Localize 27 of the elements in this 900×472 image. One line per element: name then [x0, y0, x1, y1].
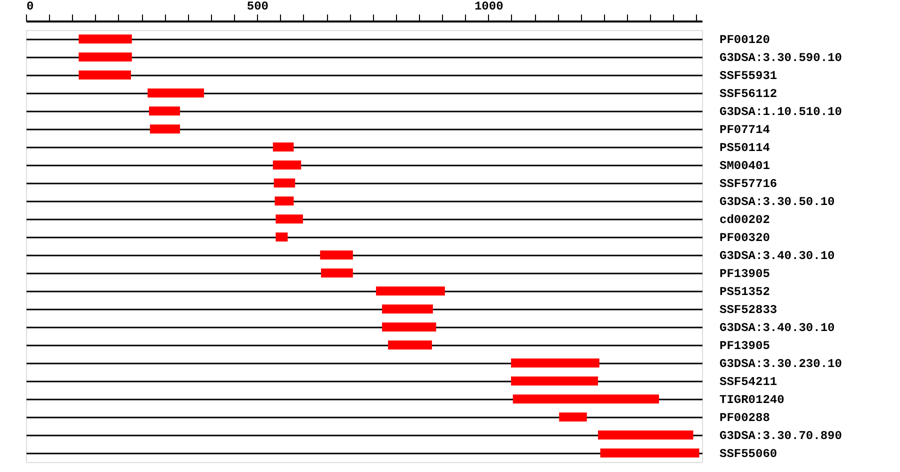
y-tick-label: SSF55060 [720, 447, 778, 461]
y-tick-label: PF00288 [720, 411, 770, 425]
y-tick-label: G3DSA:3.30.590.10 [720, 51, 842, 65]
y-tick-label: G3DSA:1.10.510.10 [720, 105, 842, 119]
y-tick-label: G3DSA:3.40.30.10 [720, 321, 835, 335]
y-tick-label: SSF57716 [720, 177, 778, 191]
y-tick-label: cd00202 [720, 213, 770, 227]
y-tick-label: SSF52833 [720, 303, 778, 317]
x-tick-label: 500 [246, 0, 268, 14]
y-tick-label: PF00120 [720, 33, 770, 47]
y-tick-label: PF07714 [720, 123, 770, 137]
y-tick-label: PF00320 [720, 231, 770, 245]
y-tick-label: G3DSA:3.30.230.10 [720, 357, 842, 371]
x-tick-label: 1000 [474, 0, 504, 14]
y-tick-label: G3DSA:3.30.50.10 [720, 195, 835, 209]
y-tick-label: SSF56112 [720, 87, 778, 101]
y-tick-label: SSF55931 [720, 69, 778, 83]
y-tick-label: G3DSA:3.40.30.10 [720, 249, 835, 263]
y-tick-label: PF13905 [720, 339, 770, 353]
x-tick-label: 0 [26, 0, 34, 14]
y-tick-label: TIGR01240 [720, 393, 784, 407]
y-tick-label: PF13905 [720, 267, 770, 281]
y-tick-label: PS50114 [720, 141, 770, 155]
y-tick-label: SSF54211 [720, 375, 778, 389]
y-tick-label: SM00401 [720, 159, 770, 173]
y-tick-label: G3DSA:3.30.70.890 [720, 429, 842, 443]
y-tick-label: PS51352 [720, 285, 770, 299]
